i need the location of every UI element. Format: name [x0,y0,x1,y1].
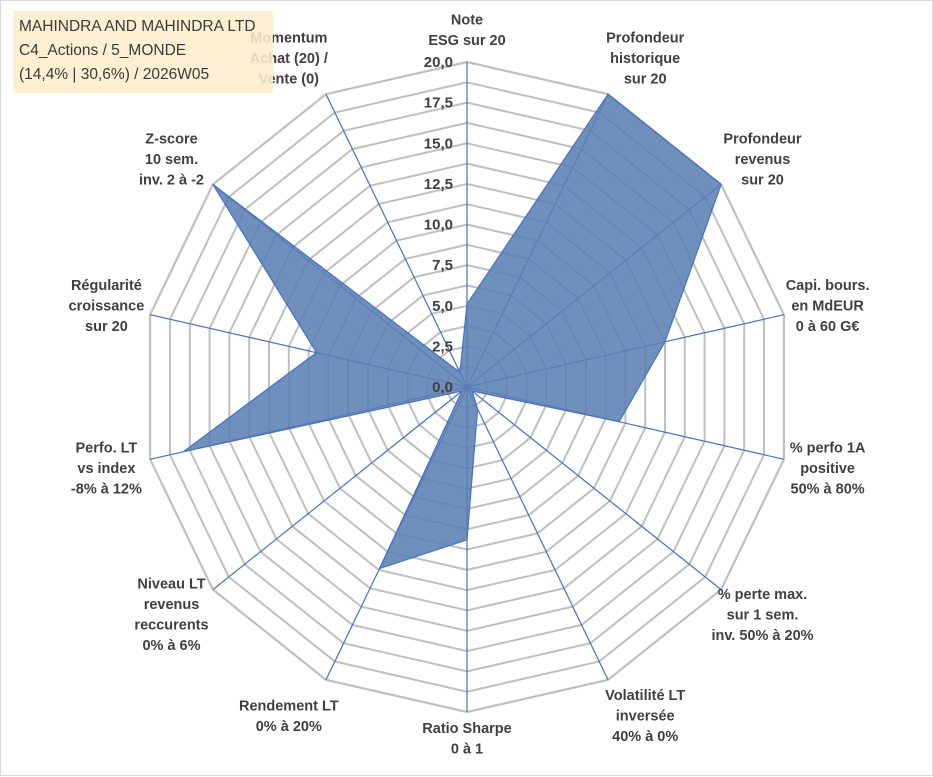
category-label: Ratio Sharpe 0 à 1 [422,721,511,758]
category-label-line: historique [610,51,680,67]
category-label-line: Note [451,13,483,29]
category-label: Régularité croissance sur 20 [69,278,145,335]
category-label-line: Perfo. LT [76,441,138,457]
category-label-line: sur 20 [624,71,667,87]
category-label-line: Vente (0) [259,71,320,87]
tick-label: 5,0 [432,298,453,315]
chart-title-box: MAHINDRA AND MAHINDRA LTD C4_Actions / 5… [13,11,273,93]
tick-label: 15,0 [424,135,453,152]
category-label-line: 50% à 80% [791,482,865,498]
category-label-line: croissance [69,299,145,315]
category-label-line: sur 20 [85,319,128,335]
category-label-line: revenus [735,152,791,168]
category-label: Rendement LT 0% à 20% [239,698,339,735]
category-label-line: Capi. bours. [786,278,870,294]
category-label-line: sur 1 sem. [727,607,799,623]
category-label-line: reccurents [134,618,208,634]
category-label: Profondeur historique sur 20 [606,30,684,87]
category-label: Niveau LT revenus reccurents 0% à 6% [134,577,208,655]
axis-spoke [325,93,468,388]
category-label: % perte max. sur 1 sem. inv. 50% à 20% [711,587,813,644]
title-line-1: MAHINDRA AND MAHINDRA LTD [19,18,256,35]
category-label: Profondeur revenus sur 20 [723,132,801,189]
category-label-line: inversée [616,709,675,725]
axis-spoke [466,386,609,681]
category-label-line: 0% à 20% [256,719,322,735]
category-label-line: 0% à 6% [142,638,200,654]
title-line-2: C4_Actions / 5_MONDE [19,42,187,59]
category-label-line: positive [800,461,855,477]
category-label-line: revenus [144,597,200,613]
category-label: Volatilité LT inversée 40% à 0% [605,688,685,745]
category-label-line: 0 à 1 [451,742,483,758]
category-label-line: inv. 2 à -2 [139,173,204,189]
title-line-3: (14,4% | 30,6%) / 2026W05 [19,66,210,83]
axis-spoke [212,386,468,591]
category-labels: Note ESG sur 20 Profondeur historique sur 20… [69,13,870,758]
series-layer [183,93,722,570]
tick-labels: 0,0 2,5 5,0 7,5 10,0 12,5 15,0 17,5 20,0 [424,54,453,396]
category-label-line: Niveau LT [137,577,205,593]
tick-label: 10,0 [424,217,453,234]
category-label-line: sur 20 [741,173,784,189]
category-label: Perfo. LT vs index -8% à 12% [71,441,142,498]
tick-label: 0,0 [432,379,453,396]
category-label-line: Profondeur [723,132,801,148]
category-label-line: Volatilité LT [605,688,685,704]
tick-label: 12,5 [424,176,453,193]
tick-label: 17,5 [424,95,453,112]
axis-spoke [466,386,722,591]
series-area [183,93,722,570]
category-label-line: Profondeur [606,30,684,46]
category-label-line: -8% à 12% [71,482,142,498]
category-label-line: 40% à 0% [612,729,678,745]
category-label-line: 0 à 60 G€ [796,319,860,335]
category-label-line: Régularité [71,278,142,294]
tick-label: 7,5 [432,257,453,274]
category-label-line: 10 sem. [145,152,198,168]
category-label: % perfo 1A positive 50% à 80% [790,441,866,498]
category-label: Z-score 10 sem. inv. 2 à -2 [139,132,204,189]
category-label-line: % perfo 1A [790,441,866,457]
category-label-line: en MdEUR [791,299,864,315]
category-label: Note ESG sur 20 [428,13,505,50]
category-label-line: vs index [77,461,135,477]
category-label-line: Rendement LT [239,698,339,714]
category-label-line: Ratio Sharpe [422,721,511,737]
category-label: Capi. bours. en MdEUR 0 à 60 G€ [786,278,870,335]
category-label-line: ESG sur 20 [428,33,505,49]
tick-label: 20,0 [424,54,453,71]
category-label-line: inv. 50% à 20% [711,628,813,644]
category-label-line: % perte max. [718,587,807,603]
tick-label: 2,5 [432,338,453,355]
category-label-line: Z-score [145,132,197,148]
